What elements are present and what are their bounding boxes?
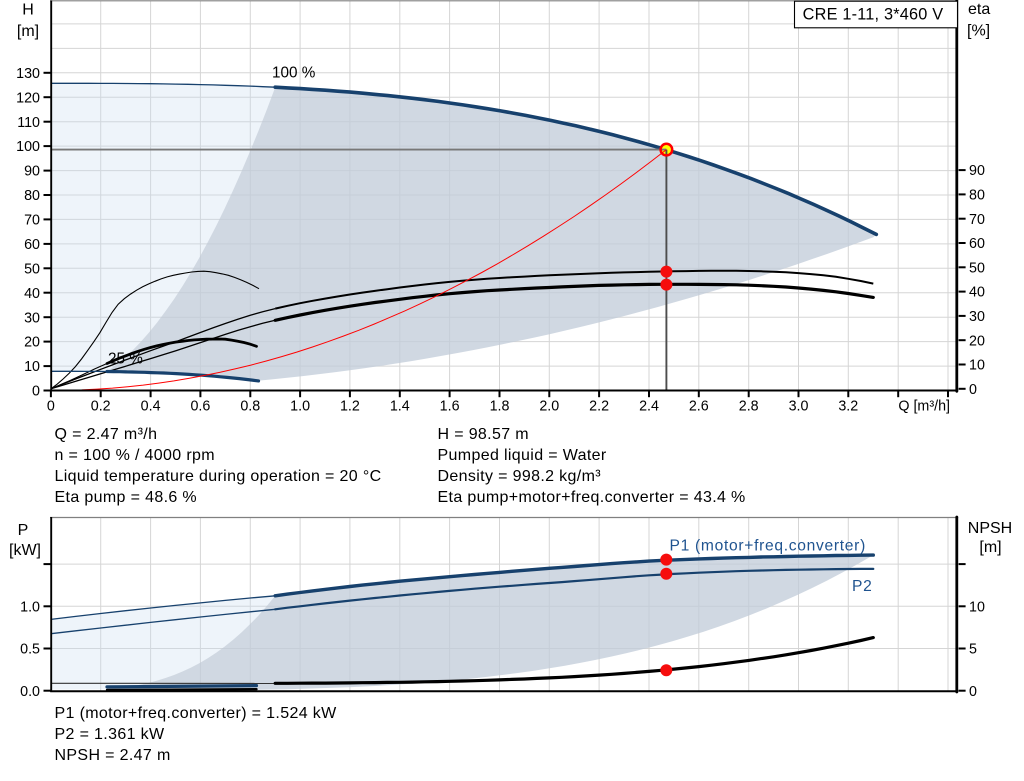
svg-text:1.4: 1.4 bbox=[390, 399, 410, 415]
svg-text:2.4: 2.4 bbox=[639, 399, 659, 415]
svg-text:0: 0 bbox=[969, 382, 977, 398]
svg-text:25 %: 25 % bbox=[108, 351, 143, 368]
svg-text:50: 50 bbox=[24, 261, 40, 277]
svg-text:P1 (motor+freq.converter) = 1.: P1 (motor+freq.converter) = 1.524 kW bbox=[55, 705, 338, 722]
svg-text:30: 30 bbox=[969, 309, 985, 325]
svg-text:0: 0 bbox=[47, 399, 55, 415]
svg-text:90: 90 bbox=[969, 163, 985, 179]
svg-text:20: 20 bbox=[969, 333, 985, 349]
svg-text:0: 0 bbox=[969, 684, 977, 700]
svg-text:[%]: [%] bbox=[967, 22, 990, 39]
svg-text:0.6: 0.6 bbox=[190, 399, 210, 415]
svg-text:[m]: [m] bbox=[17, 23, 39, 40]
svg-text:40: 40 bbox=[24, 286, 40, 302]
svg-text:1.0: 1.0 bbox=[290, 399, 310, 415]
svg-text:Density = 998.2 kg/m³: Density = 998.2 kg/m³ bbox=[438, 468, 602, 485]
svg-text:60: 60 bbox=[24, 237, 40, 253]
svg-text:0.5: 0.5 bbox=[20, 642, 40, 658]
svg-text:40: 40 bbox=[969, 285, 985, 301]
svg-text:Liquid temperature during oper: Liquid temperature during operation = 20… bbox=[55, 468, 382, 485]
svg-text:P: P bbox=[18, 522, 29, 539]
svg-text:Eta pump+motor+freq.converter: Eta pump+motor+freq.converter = 43.4 % bbox=[438, 489, 746, 506]
svg-text:90: 90 bbox=[24, 164, 40, 180]
svg-text:80: 80 bbox=[969, 188, 985, 204]
svg-text:Eta pump = 48.6 %: Eta pump = 48.6 % bbox=[55, 489, 197, 506]
svg-text:50: 50 bbox=[969, 260, 985, 276]
svg-text:H = 98.57 m: H = 98.57 m bbox=[438, 426, 529, 443]
svg-text:0.0: 0.0 bbox=[20, 684, 40, 700]
svg-text:1.8: 1.8 bbox=[490, 399, 510, 415]
svg-text:80: 80 bbox=[24, 188, 40, 204]
svg-text:100: 100 bbox=[16, 139, 40, 155]
svg-text:Pumped liquid = Water: Pumped liquid = Water bbox=[438, 447, 607, 464]
svg-text:2.2: 2.2 bbox=[589, 399, 609, 415]
svg-text:10: 10 bbox=[969, 358, 985, 374]
svg-text:1.0: 1.0 bbox=[20, 599, 40, 615]
svg-text:10: 10 bbox=[24, 359, 40, 375]
svg-text:1.2: 1.2 bbox=[340, 399, 360, 415]
svg-text:H: H bbox=[22, 2, 34, 19]
svg-text:0.8: 0.8 bbox=[240, 399, 260, 415]
svg-text:2.0: 2.0 bbox=[539, 399, 559, 415]
svg-text:P2 = 1.361 kW: P2 = 1.361 kW bbox=[55, 726, 165, 743]
svg-text:60: 60 bbox=[969, 236, 985, 252]
svg-text:P2: P2 bbox=[852, 578, 872, 595]
svg-text:130: 130 bbox=[16, 66, 40, 82]
svg-text:110: 110 bbox=[17, 115, 40, 131]
svg-text:2.6: 2.6 bbox=[689, 399, 709, 415]
svg-text:0: 0 bbox=[32, 384, 40, 400]
svg-text:3.0: 3.0 bbox=[789, 399, 809, 415]
svg-text:eta: eta bbox=[968, 1, 990, 18]
svg-text:Q [m³/h]: Q [m³/h] bbox=[898, 399, 950, 415]
svg-text:10: 10 bbox=[969, 599, 985, 615]
svg-text:3.2: 3.2 bbox=[838, 399, 858, 415]
svg-text:P1 (motor+freq.converter): P1 (motor+freq.converter) bbox=[670, 538, 866, 555]
svg-text:n = 100 % / 4000 rpm: n = 100 % / 4000 rpm bbox=[55, 447, 215, 464]
svg-text:1.6: 1.6 bbox=[440, 399, 460, 415]
svg-text:[m]: [m] bbox=[979, 539, 1001, 556]
svg-text:2.8: 2.8 bbox=[739, 399, 759, 415]
svg-text:70: 70 bbox=[24, 213, 40, 229]
svg-text:20: 20 bbox=[24, 335, 40, 351]
svg-text:NPSH: NPSH bbox=[968, 520, 1012, 537]
svg-text:0.2: 0.2 bbox=[91, 399, 111, 415]
svg-text:[kW]: [kW] bbox=[9, 542, 41, 559]
svg-text:5: 5 bbox=[969, 642, 977, 658]
svg-text:0.4: 0.4 bbox=[141, 399, 161, 415]
svg-text:120: 120 bbox=[16, 90, 40, 106]
svg-text:70: 70 bbox=[969, 212, 985, 228]
svg-text:Q = 2.47 m³/h: Q = 2.47 m³/h bbox=[55, 426, 158, 443]
svg-text:30: 30 bbox=[24, 310, 40, 326]
svg-text:NPSH = 2.47 m: NPSH = 2.47 m bbox=[55, 747, 171, 764]
svg-text:CRE 1-11, 3*460 V: CRE 1-11, 3*460 V bbox=[803, 6, 944, 24]
svg-text:100 %: 100 % bbox=[272, 65, 316, 82]
